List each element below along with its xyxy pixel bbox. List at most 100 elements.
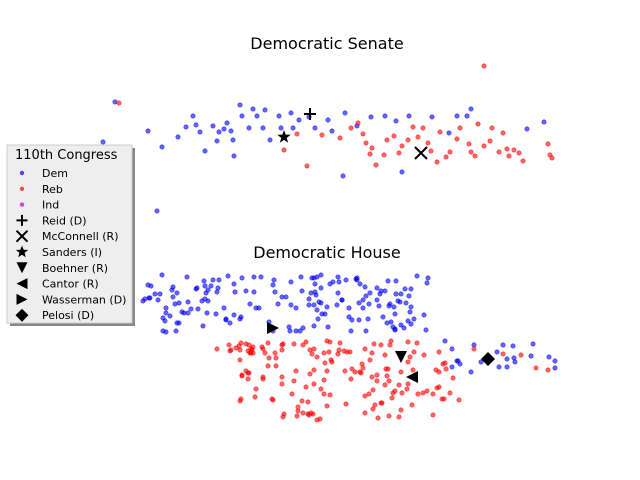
house-reb-point — [436, 349, 442, 355]
house-dem-point — [398, 291, 404, 297]
house-reb-point — [237, 398, 243, 404]
house-dem-point — [173, 328, 179, 334]
house-dem-point — [528, 353, 534, 359]
house-reb-point — [279, 347, 285, 353]
senate-reb-point — [437, 129, 443, 135]
house-dem-point — [380, 314, 386, 320]
house-reb-point — [382, 382, 388, 388]
legend-label: Reb — [42, 183, 63, 196]
house-dem-point — [163, 310, 169, 316]
house-dem-point — [270, 282, 276, 288]
legend-entry: Sanders (I) — [15, 245, 102, 259]
house-reb-point — [272, 350, 278, 356]
house-dem-point — [251, 289, 257, 295]
senate-dem-point — [231, 153, 237, 159]
house-reb-point — [291, 341, 297, 347]
senate-panel — [100, 63, 555, 214]
house-dem-point — [306, 296, 312, 302]
house-reb-point — [245, 370, 251, 376]
senate-dem-point — [329, 128, 335, 134]
senate-dem-point — [260, 125, 266, 131]
house-reb-point — [252, 394, 258, 400]
house-dem-point — [223, 317, 229, 323]
senate-reb-point — [360, 131, 366, 137]
legend-label: Wasserman (D) — [42, 293, 126, 306]
house-dem-point — [204, 310, 210, 316]
legend-label: Sanders (I) — [42, 246, 102, 259]
house-dem-point — [208, 283, 214, 289]
house-dem-point — [346, 305, 352, 311]
house-reb-point — [260, 374, 266, 380]
senate-dem-point — [325, 117, 331, 123]
house-reb-point — [352, 369, 358, 375]
house-dem-point — [424, 280, 430, 286]
house-dem-point — [405, 318, 411, 324]
senate-reb-point — [545, 141, 551, 147]
senate-leader-sanders — [277, 130, 291, 143]
house-dem-point — [336, 279, 342, 285]
house-reb-point — [374, 378, 380, 384]
senate-reb-point — [475, 121, 481, 127]
house-reb-point — [405, 381, 411, 387]
house-dem-point — [202, 296, 208, 302]
house-reb-point — [415, 391, 421, 397]
house-dem-point — [309, 275, 315, 281]
senate-reb-point — [447, 149, 453, 155]
legend-marker-dot — [19, 202, 25, 207]
house-reb-point — [359, 361, 365, 367]
house-dem-point — [202, 283, 208, 289]
house-reb-point — [398, 369, 404, 375]
senate-dem-point — [175, 134, 181, 140]
house-dem-point — [253, 305, 259, 311]
house-dem-point — [391, 304, 397, 310]
house-dem-point — [374, 285, 380, 291]
house-dem-point — [362, 284, 368, 290]
senate-dem-point — [382, 113, 388, 119]
house-reb-point — [321, 391, 327, 397]
legend-marker-dot — [19, 186, 25, 191]
house-reb-point — [281, 411, 287, 417]
house-reb-point — [314, 417, 320, 423]
house-dem-point — [398, 322, 404, 328]
house-dem-point — [406, 293, 412, 299]
house-reb-point — [430, 412, 436, 418]
senate-reb-point — [520, 158, 526, 164]
house-dem-point — [363, 293, 369, 299]
house-dem-point — [423, 327, 429, 333]
legend-entry: McConnell (R) — [15, 229, 119, 243]
house-reb-point — [246, 342, 252, 348]
house-reb-point — [392, 388, 398, 394]
house-reb-point — [311, 381, 317, 387]
house-dem-point — [298, 274, 304, 280]
senate-reb-point — [384, 137, 390, 143]
senate-reb-point — [468, 149, 474, 155]
senate-dem-point — [237, 102, 243, 108]
house-dem-point — [312, 281, 318, 287]
house-dem-point — [356, 300, 362, 306]
house-dem-point — [530, 341, 536, 347]
senate-dem-point — [446, 130, 452, 136]
house-reb-point — [389, 395, 395, 401]
house-reb-point — [378, 400, 384, 406]
house-dem-point — [200, 323, 206, 329]
senate-dem-point — [183, 124, 189, 130]
senate-dem-point — [224, 120, 230, 126]
house-dem-point — [504, 364, 510, 370]
house-reb-point — [414, 340, 420, 346]
house-dem-point — [425, 275, 431, 281]
senate-reb-point — [489, 125, 495, 131]
house-dem-point — [160, 315, 166, 321]
house-reb-point — [411, 349, 417, 355]
house-dem-point — [408, 286, 414, 292]
house-dem-point — [552, 365, 558, 371]
house-leader-pelosi — [481, 352, 495, 366]
house-dem-point — [288, 279, 294, 285]
legend-box — [6, 144, 133, 324]
house-dem-point — [221, 305, 227, 311]
house-reb-point — [357, 369, 363, 375]
house-dem-point — [314, 307, 320, 313]
senate-dem-point — [239, 113, 245, 119]
house-reb-point — [321, 350, 327, 356]
house-dem-point — [216, 277, 222, 283]
senate-reb-point — [481, 143, 487, 149]
